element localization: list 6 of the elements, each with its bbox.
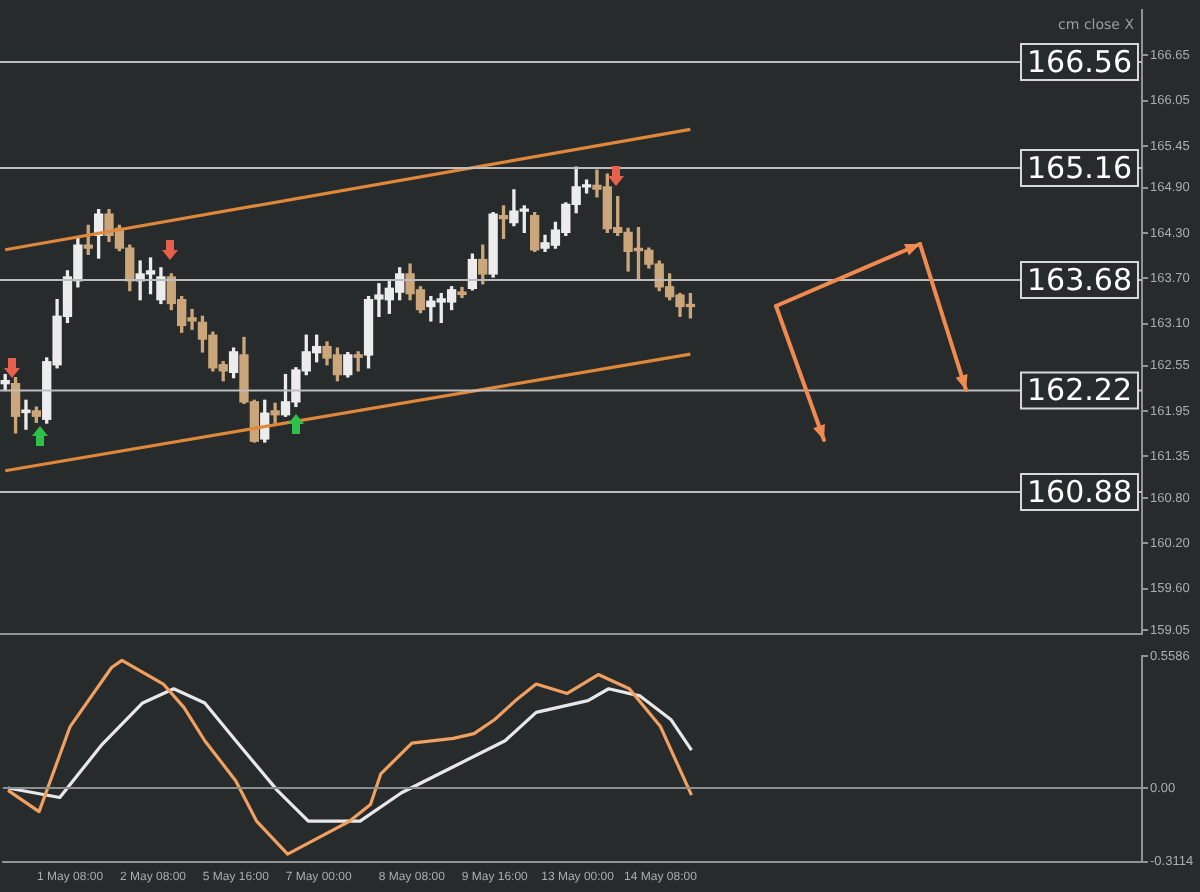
ref-line-label: 160.88 xyxy=(1027,473,1133,510)
ref-line-label: 162.22 xyxy=(1027,372,1133,409)
candlestick xyxy=(21,399,31,430)
ref-line-label: 165.16 xyxy=(1027,149,1133,186)
ref-line-label: 166.56 xyxy=(1027,43,1133,80)
ref-line-label: 163.68 xyxy=(1027,261,1133,298)
